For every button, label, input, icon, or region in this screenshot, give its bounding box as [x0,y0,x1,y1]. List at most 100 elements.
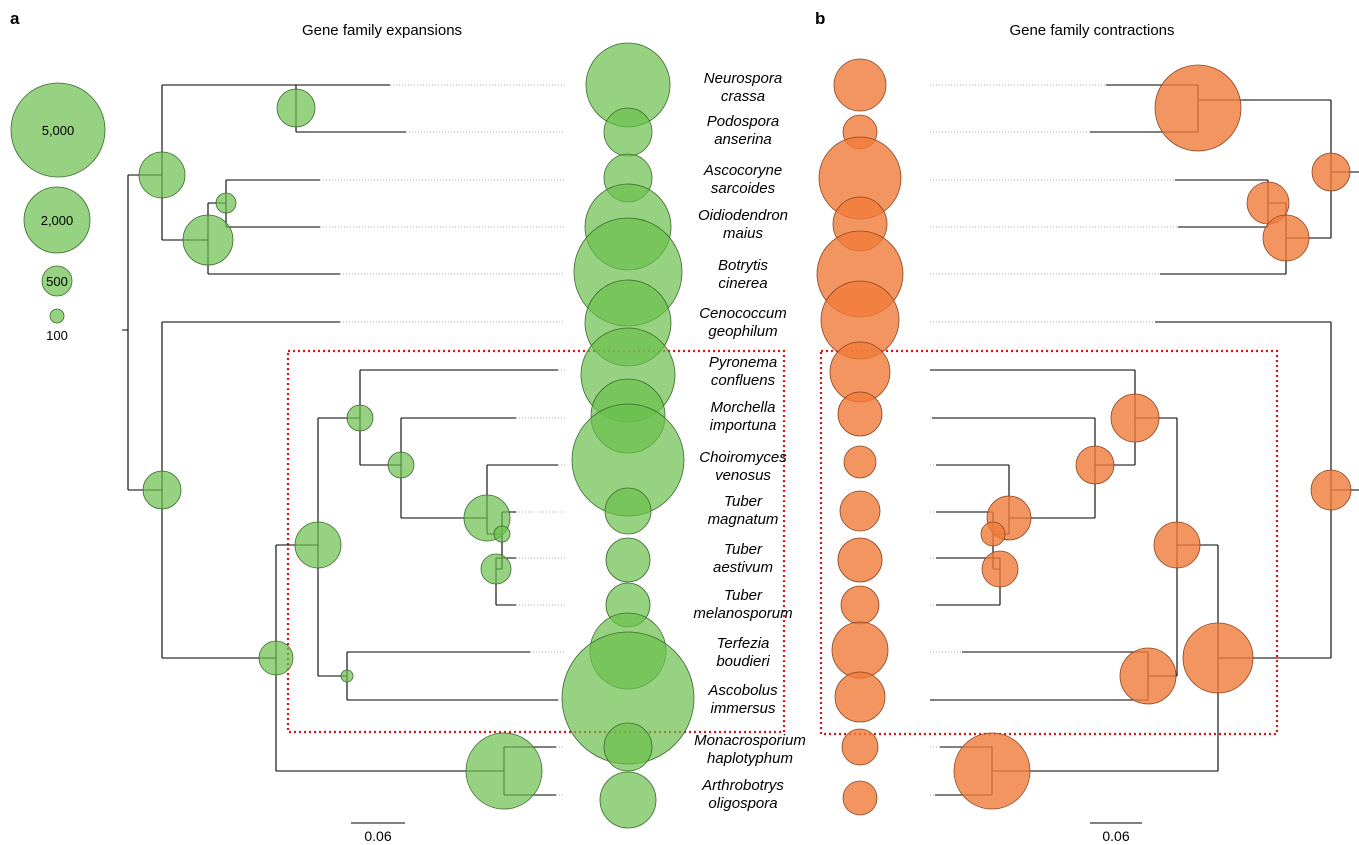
panel-a-letter: a [10,9,20,28]
tree-expansions [122,84,565,796]
legend-label-500: 500 [46,274,68,289]
node-circle [981,550,1019,588]
node-circle [953,732,1031,810]
species-epithet: melanosporum [693,605,792,622]
node-circle [346,404,374,432]
species-genus: Tuber [724,493,763,510]
legend-circle-100 [49,308,65,324]
legend-label-5000: 5,000 [42,123,75,138]
node-circle [340,669,354,683]
species-genus: Monacrosporium [694,732,806,749]
species-genus: Arthrobotrys [701,777,784,794]
tree-left-clade-1 [161,84,296,241]
node-circle [1153,521,1201,569]
tree-left-terfezia-ascobolus [346,651,558,701]
legend-circle-2000 [23,186,91,254]
species-genus: Terfezia [717,635,770,652]
node-circle [465,732,543,810]
species-genus: Cenococcum [699,305,787,322]
tip-circle-monacrosporium-haplotyphum [603,722,653,772]
panel-b-title: Gene family contractions [1009,22,1174,39]
tree-left-root [122,174,162,491]
tip-circle-arthrobotrys-oligospora [842,780,878,816]
species-genus: Tuber [724,541,763,558]
scale-bar-label: 0.06 [364,828,391,844]
node-circle [1075,445,1115,485]
node-circle [1154,64,1242,152]
species-genus: Neurospora [704,70,782,87]
species-epithet: boudieri [716,653,770,670]
tip-circle-tuber-melanosporum [840,585,880,625]
scale-bar-right: 0.06 [1090,822,1142,844]
highlight-box-right [819,349,1279,736]
species-genus: Podospora [707,113,780,130]
species-genus: Pyronema [709,354,777,371]
node-circle [182,214,234,266]
node-circle [1110,393,1160,443]
node-circle [1182,622,1254,694]
species-epithet: crassa [721,88,765,105]
panel-a-title: Gene family expansions [302,22,462,39]
species-epithet: cinerea [718,275,767,292]
species-genus: Ascobolus [707,682,778,699]
tip-circle-tuber-aestivum [605,537,651,583]
leader-lines-right [930,84,1178,796]
species-epithet: maius [723,225,764,242]
node-circle [980,521,1006,547]
species-epithet: geophilum [708,323,777,340]
node-circle [215,192,237,214]
expansion-node-circles [138,88,543,810]
species-epithet: haplotyphum [707,750,793,767]
species-epithet: magnatum [708,511,779,528]
tip-circle-podospora-anserina [603,107,653,157]
species-epithet: immersus [710,700,776,717]
node-circle [294,521,342,569]
tree-left-pezizomycetes [275,544,504,772]
species-genus: Choiromyces [699,449,787,466]
species-epithet: aestivum [713,559,773,576]
tip-circle-terfezia-boudieri [831,621,889,679]
tip-circle-morchella-importuna [837,391,883,437]
node-circle [258,640,294,676]
tip-circle-ascobolus-immersus [834,671,886,723]
legend-label-2000: 2,000 [41,213,74,228]
tip-circle-arthrobotrys-oligospora [599,771,657,829]
node-circle [1119,647,1177,705]
species-epithet: importuna [710,417,777,434]
species-epithet: sarcoides [711,180,776,197]
species-epithet: venosus [715,467,771,484]
species-genus: Morchella [710,399,775,416]
node-circle [1262,214,1310,262]
node-circle [1310,469,1352,511]
tip-circle-tuber-aestivum [837,537,883,583]
species-epithet: confluens [711,372,776,389]
species-genus: Oidiodendron [698,207,788,224]
tip-circle-monacrosporium-haplotyphum [841,728,879,766]
contraction-node-circles [953,64,1352,810]
species-genus: Ascocoryne [703,162,782,179]
contraction-tip-circles [816,58,904,816]
tree-right-terfezia-ascobolus [930,651,1149,701]
node-circle [142,470,182,510]
legend-circle-500 [41,265,73,297]
species-genus: Botrytis [718,257,769,274]
tip-circle-tuber-magnatum [604,487,652,535]
node-circle [1311,152,1351,192]
node-circle [276,88,316,128]
tip-circle-tuber-magnatum [839,490,881,532]
